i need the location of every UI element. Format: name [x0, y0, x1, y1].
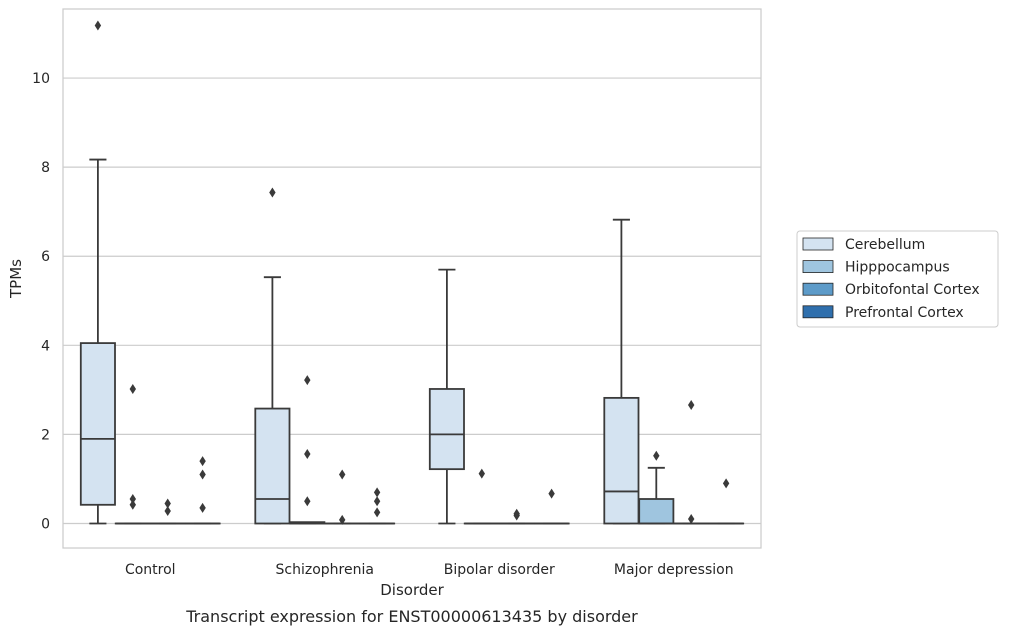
- box-body: [255, 409, 289, 524]
- legend: Cerebellum Hipppocampus Orbitofontal Corte…: [797, 231, 998, 327]
- y-tick-label: 2: [41, 427, 50, 443]
- y-axis-label: TPMs: [7, 259, 25, 299]
- legend-label: Prefrontal Cortex: [845, 305, 964, 321]
- x-tick-label: Control: [125, 562, 176, 578]
- x-tick-labels: Control Schizophrenia Bipolar disorder Majo…: [125, 562, 734, 578]
- box-body: [81, 343, 115, 505]
- x-tick-label: Bipolar disorder: [444, 562, 555, 578]
- y-tick-label: 8: [41, 160, 50, 176]
- y-tick-label: 0: [41, 517, 50, 533]
- y-tick-label: 6: [41, 249, 50, 265]
- chart-caption: Transcript expression for ENST0000061343…: [185, 607, 638, 626]
- legend-label: Cerebellum: [845, 237, 925, 253]
- y-tick-label: 10: [32, 71, 50, 87]
- legend-swatch: [803, 283, 833, 295]
- x-tick-label: Schizophrenia: [276, 562, 374, 578]
- x-tick-label: Major depression: [614, 562, 734, 578]
- legend-label: Hipppocampus: [845, 260, 950, 276]
- x-axis-label: Disorder: [380, 581, 444, 599]
- legend-swatch: [803, 261, 833, 273]
- y-tick-label: 4: [41, 338, 50, 354]
- box-body: [430, 389, 464, 469]
- legend-swatch: [803, 238, 833, 250]
- box-body: [639, 499, 673, 524]
- legend-label: Orbitofontal Cortex: [845, 282, 980, 298]
- y-tick-labels: 0 2 4 6 8 10: [32, 71, 50, 532]
- legend-swatch: [803, 306, 833, 318]
- box-body: [604, 398, 638, 524]
